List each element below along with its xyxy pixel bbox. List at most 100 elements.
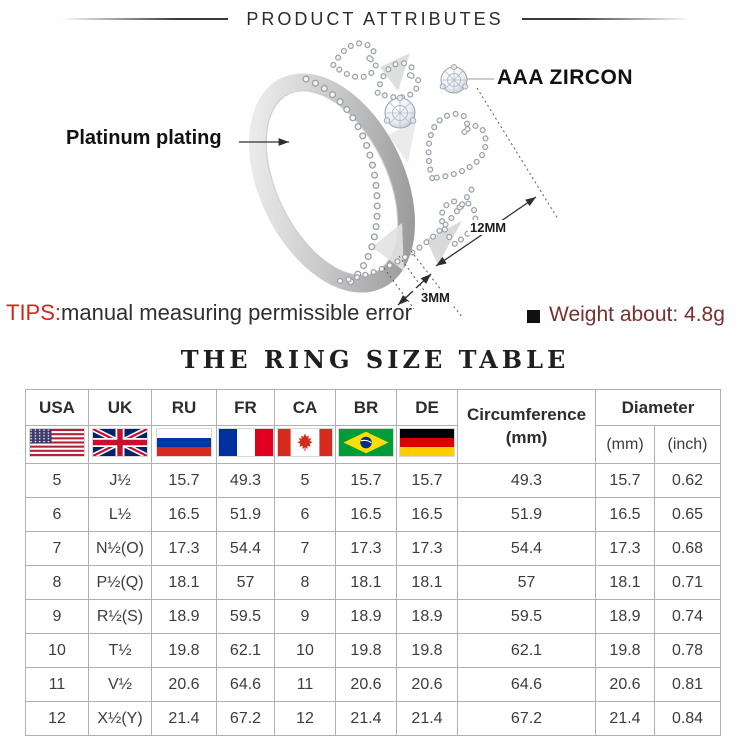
size-cell: N½(O) xyxy=(88,531,152,566)
column-header-ru: RU xyxy=(151,389,217,426)
ring-size-table: USA UK RU FR CA BR DE Circumference (mm)… xyxy=(25,389,722,736)
column-header-fr: FR xyxy=(216,389,275,426)
size-cell: 16.5 xyxy=(151,497,217,532)
flag-cell xyxy=(151,425,217,464)
flag-cell xyxy=(88,425,152,464)
size-cell: 5 xyxy=(274,463,336,498)
size-cell: 18.1 xyxy=(151,565,217,600)
size-cell: 64.6 xyxy=(216,667,275,702)
crown-hearts xyxy=(329,40,489,248)
country-header-row: USA UK RU FR CA BR DE Circumference (mm)… xyxy=(25,389,722,464)
size-cell: 59.5 xyxy=(216,599,275,634)
size-cell: 57 xyxy=(216,565,275,600)
table-row: 5 J½ 15.7 49.3 5 15.7 15.7 49.3 15.7 0.6… xyxy=(25,463,722,498)
column-header-diameter: Diameter xyxy=(594,389,722,426)
size-cell: 21.4 xyxy=(151,701,217,736)
size-cell: 21.4 xyxy=(396,701,458,736)
size-cell: 54.4 xyxy=(216,531,275,566)
dimension-12mm-label: 12MM xyxy=(468,220,509,235)
flag-uk-icon xyxy=(93,428,147,456)
size-cell: J½ xyxy=(88,463,152,498)
size-cell: 11 xyxy=(274,667,336,702)
size-cell: 49.3 xyxy=(457,463,596,498)
size-cell: 51.9 xyxy=(216,497,275,532)
table-row: 11 V½ 20.6 64.6 11 20.6 20.6 64.6 20.6 0… xyxy=(25,667,722,702)
flag-france-icon xyxy=(218,428,273,456)
column-header-br: BR xyxy=(335,389,397,426)
column-header-circumference: Circumference (mm) xyxy=(457,389,596,464)
size-cell: 62.1 xyxy=(457,633,596,668)
size-cell: 16.5 xyxy=(396,497,458,532)
size-cell: 10 xyxy=(25,633,89,668)
size-cell: 17.3 xyxy=(335,531,397,566)
zircon-stone-icon xyxy=(439,63,469,94)
size-cell: 11 xyxy=(25,667,89,702)
column-header-usa: USA xyxy=(25,389,89,426)
flag-cell xyxy=(274,425,336,464)
ring-band xyxy=(248,73,416,293)
size-cell: 12 xyxy=(274,701,336,736)
size-cell: 0.65 xyxy=(653,497,722,532)
decorative-line xyxy=(60,18,229,20)
size-cell: 12 xyxy=(25,701,89,736)
size-cell: 18.9 xyxy=(396,599,458,634)
size-cell: 18.9 xyxy=(595,599,655,634)
flag-row: (mm) (inch) xyxy=(25,425,722,464)
zircon-callout: AAA ZIRCON xyxy=(497,66,634,89)
size-cell: 8 xyxy=(274,565,336,600)
size-cell: 0.78 xyxy=(653,633,722,668)
size-cell: P½(Q) xyxy=(88,565,152,600)
size-cell: 21.4 xyxy=(595,701,655,736)
size-cell: 9 xyxy=(274,599,336,634)
tips-text: manual measuring permissible error xyxy=(61,300,412,325)
square-bullet-icon xyxy=(527,310,540,323)
size-cell: 10 xyxy=(274,633,336,668)
weight-note: Weight about: 4.8g xyxy=(527,303,725,327)
size-cell: 49.3 xyxy=(216,463,275,498)
size-cell: 8 xyxy=(25,565,89,600)
flag-cell xyxy=(216,425,275,464)
size-cell: 19.8 xyxy=(595,633,655,668)
section-title: PRODUCT ATTRIBUTES xyxy=(246,8,504,29)
flag-canada-icon xyxy=(278,428,332,456)
size-cell: 7 xyxy=(274,531,336,566)
diameter-mm-header: (mm) xyxy=(595,425,655,464)
size-cell: 19.8 xyxy=(396,633,458,668)
size-cell: 18.1 xyxy=(396,565,458,600)
size-cell: 16.5 xyxy=(595,497,655,532)
size-cell: 16.5 xyxy=(335,497,397,532)
size-cell: 62.1 xyxy=(216,633,275,668)
size-cell: 20.6 xyxy=(335,667,397,702)
size-cell: 59.5 xyxy=(457,599,596,634)
size-cell: 15.7 xyxy=(335,463,397,498)
flag-cell xyxy=(25,425,89,464)
size-cell: 15.7 xyxy=(595,463,655,498)
size-cell: 0.74 xyxy=(653,599,722,634)
size-cell: 0.81 xyxy=(653,667,722,702)
size-cell: 6 xyxy=(25,497,89,532)
size-cell: 51.9 xyxy=(457,497,596,532)
size-cell: V½ xyxy=(88,667,152,702)
column-header-uk: UK xyxy=(88,389,152,426)
table-row: 10 T½ 19.8 62.1 10 19.8 19.8 62.1 19.8 0… xyxy=(25,633,722,668)
zircon-stone-icon xyxy=(383,94,417,129)
size-cell: 9 xyxy=(25,599,89,634)
flag-brazil-icon xyxy=(339,428,393,456)
size-cell: 15.7 xyxy=(151,463,217,498)
size-table-title: THE RING SIZE TABLE xyxy=(180,345,570,374)
flag-usa-icon xyxy=(30,428,84,456)
size-cell: 19.8 xyxy=(151,633,217,668)
size-cell: 15.7 xyxy=(396,463,458,498)
size-cell: T½ xyxy=(88,633,152,668)
table-row: 9 R½(S) 18.9 59.5 9 18.9 18.9 59.5 18.9 … xyxy=(25,599,722,634)
size-cell: 64.6 xyxy=(457,667,596,702)
flag-russia-icon xyxy=(157,428,211,456)
size-cell: 67.2 xyxy=(216,701,275,736)
weight-text: Weight about: 4.8g xyxy=(549,303,725,326)
size-table-body: 5 J½ 15.7 49.3 5 15.7 15.7 49.3 15.7 0.6… xyxy=(25,463,722,736)
size-cell: R½(S) xyxy=(88,599,152,634)
dimension-3mm-label: 3MM xyxy=(419,290,452,305)
diameter-inch-header: (inch) xyxy=(653,425,722,464)
plating-callout: Platinum plating xyxy=(66,127,222,149)
